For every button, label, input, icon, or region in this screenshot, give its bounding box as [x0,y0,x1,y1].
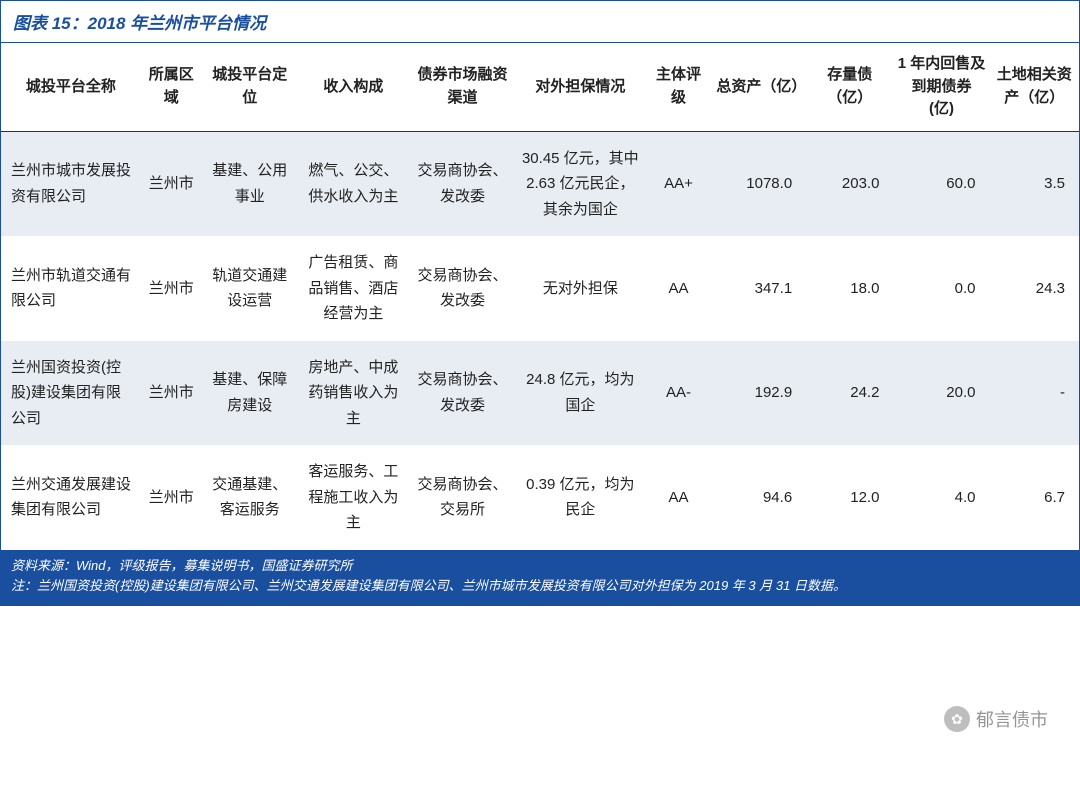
table-row: 兰州市城市发展投资有限公司兰州市基建、公用事业燃气、公交、供水收入为主交易商协会… [1,131,1079,236]
table-cell: AA [645,236,713,341]
table-cell: 20.0 [893,341,989,446]
table-cell: 4.0 [893,445,989,550]
table-cell: - [989,341,1079,446]
table-cell: AA+ [645,131,713,236]
table-cell: 基建、公用事业 [202,131,298,236]
table-cell: 347.1 [712,236,806,341]
table-cell: 24.3 [989,236,1079,341]
figure-footer: 资料来源：Wind，评级报告，募集说明书，国盛证券研究所 注：兰州国资投资(控股… [1,550,1079,606]
table-cell: 兰州交通发展建设集团有限公司 [1,445,141,550]
table-cell: 6.7 [989,445,1079,550]
col-header: 对外担保情况 [516,43,645,131]
col-header: 城投平台定位 [202,43,298,131]
table-row: 兰州国资投资(控股)建设集团有限公司兰州市基建、保障房建设房地产、中成药销售收入… [1,341,1079,446]
table-cell: 兰州市 [141,236,202,341]
table-cell: 客运服务、工程施工收入为主 [298,445,409,550]
col-header: 土地相关资产（亿） [989,43,1079,131]
footer-source: 资料来源：Wind，评级报告，募集说明书，国盛证券研究所 [11,556,1069,577]
table-cell: 交易商协会、发改委 [409,236,516,341]
table-cell: 0.39 亿元，均为民企 [516,445,645,550]
table-header-row: 城投平台全称所属区域城投平台定位收入构成债券市场融资渠道对外担保情况主体评级总资… [1,43,1079,131]
watermark: ✿ 郁言债市 [944,706,1048,732]
wechat-icon: ✿ [944,706,970,732]
table-cell: 12.0 [806,445,893,550]
table-cell: 广告租赁、商品销售、酒店经营为主 [298,236,409,341]
col-header: 存量债（亿） [806,43,893,131]
table-cell: 94.6 [712,445,806,550]
footer-note: 注：兰州国资投资(控股)建设集团有限公司、兰州交通发展建设集团有限公司、兰州市城… [11,576,1069,597]
table-cell: 兰州市 [141,445,202,550]
table-cell: 60.0 [893,131,989,236]
table-cell: 燃气、公交、供水收入为主 [298,131,409,236]
col-header: 总资产（亿） [712,43,806,131]
table-cell: 1078.0 [712,131,806,236]
figure-container: 图表 15：2018 年兰州市平台情况 城投平台全称所属区域城投平台定位收入构成… [0,0,1080,606]
table-cell: 交易商协会、发改委 [409,341,516,446]
table-cell: 3.5 [989,131,1079,236]
table-cell: AA [645,445,713,550]
watermark-text: 郁言债市 [976,706,1048,732]
table-cell: 兰州市 [141,341,202,446]
table-cell: 兰州市城市发展投资有限公司 [1,131,141,236]
col-header: 城投平台全称 [1,43,141,131]
table-cell: 24.2 [806,341,893,446]
col-header: 收入构成 [298,43,409,131]
table-row: 兰州市轨道交通有限公司兰州市轨道交通建设运营广告租赁、商品销售、酒店经营为主交易… [1,236,1079,341]
table-cell: 兰州市轨道交通有限公司 [1,236,141,341]
table-cell: 交通基建、客运服务 [202,445,298,550]
table-cell: 18.0 [806,236,893,341]
table-cell: 兰州市 [141,131,202,236]
table-cell: 24.8 亿元，均为国企 [516,341,645,446]
table-cell: 基建、保障房建设 [202,341,298,446]
table-cell: 交易商协会、交易所 [409,445,516,550]
table-cell: 轨道交通建设运营 [202,236,298,341]
table-cell: AA- [645,341,713,446]
platform-table: 城投平台全称所属区域城投平台定位收入构成债券市场融资渠道对外担保情况主体评级总资… [1,43,1079,550]
figure-title: 图表 15：2018 年兰州市平台情况 [1,1,1079,43]
table-cell: 兰州国资投资(控股)建设集团有限公司 [1,341,141,446]
col-header: 1 年内回售及到期债券 (亿) [893,43,989,131]
col-header: 债券市场融资渠道 [409,43,516,131]
col-header: 主体评级 [645,43,713,131]
table-row: 兰州交通发展建设集团有限公司兰州市交通基建、客运服务客运服务、工程施工收入为主交… [1,445,1079,550]
table-cell: 30.45 亿元，其中 2.63 亿元民企，其余为国企 [516,131,645,236]
table-cell: 交易商协会、发改委 [409,131,516,236]
table-cell: 192.9 [712,341,806,446]
table-cell: 0.0 [893,236,989,341]
table-cell: 203.0 [806,131,893,236]
table-cell: 房地产、中成药销售收入为主 [298,341,409,446]
col-header: 所属区域 [141,43,202,131]
table-cell: 无对外担保 [516,236,645,341]
